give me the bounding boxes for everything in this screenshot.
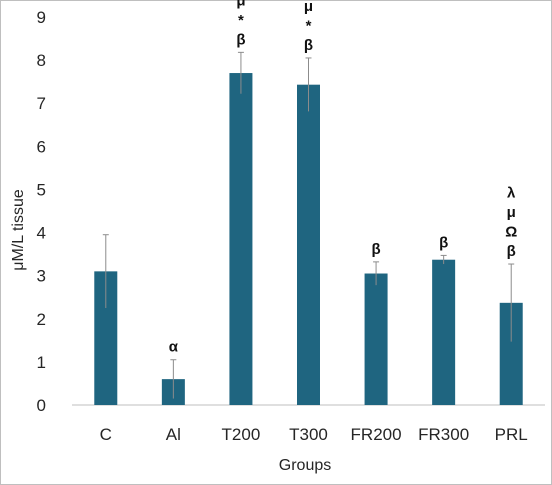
x-tick-label: FR300 [418,425,469,444]
significance-label: μ [507,204,516,221]
y-tick-label: 0 [37,396,46,415]
y-tick-label: 6 [37,137,46,156]
significance-label: β [304,37,313,54]
bar-c [94,271,118,405]
significance-label: β [507,243,516,260]
significance-label: μ [304,0,313,15]
significance-label: β [236,31,245,48]
x-axis-title: Groups [279,457,331,474]
y-tick-label: 5 [37,180,46,199]
x-tick-label: PRL [495,425,528,444]
x-tick-label: Al [166,425,181,444]
y-tick-label: 8 [37,51,46,70]
x-tick-label: FR200 [351,425,402,444]
x-tick-label: C [100,425,112,444]
y-tick-label: 7 [37,94,46,113]
error-bars [102,51,515,399]
bar-fr200 [364,273,388,405]
bar-prl [499,302,523,405]
bars [94,73,523,406]
bar-t200 [229,73,253,406]
y-tick-label: 2 [37,310,46,329]
significance-label: Ω [505,224,517,241]
significance-label: * [238,12,244,29]
significance-label: β [371,241,380,258]
significance-label: λ [507,185,516,202]
y-tick-label: 1 [37,353,46,372]
significance-label: α [169,339,179,356]
y-tick-labels: 0 1 2 3 4 5 6 7 8 9 [37,8,46,415]
x-tick-label: T300 [289,425,328,444]
bar-fr300 [432,259,456,405]
significance-label: μ [236,0,245,9]
y-axis-title: μM/L tissue [10,189,27,271]
y-tick-label: 9 [37,8,46,27]
y-tick-label: 4 [37,224,46,243]
significance-label: β [439,234,448,251]
bar-t300 [297,84,320,405]
y-tick-label: 3 [37,267,46,286]
x-tick-labels: C Al T200 T300 FR200 FR300 PRL [100,425,528,444]
x-tick-label: T200 [222,425,261,444]
significance-label: * [306,17,312,34]
